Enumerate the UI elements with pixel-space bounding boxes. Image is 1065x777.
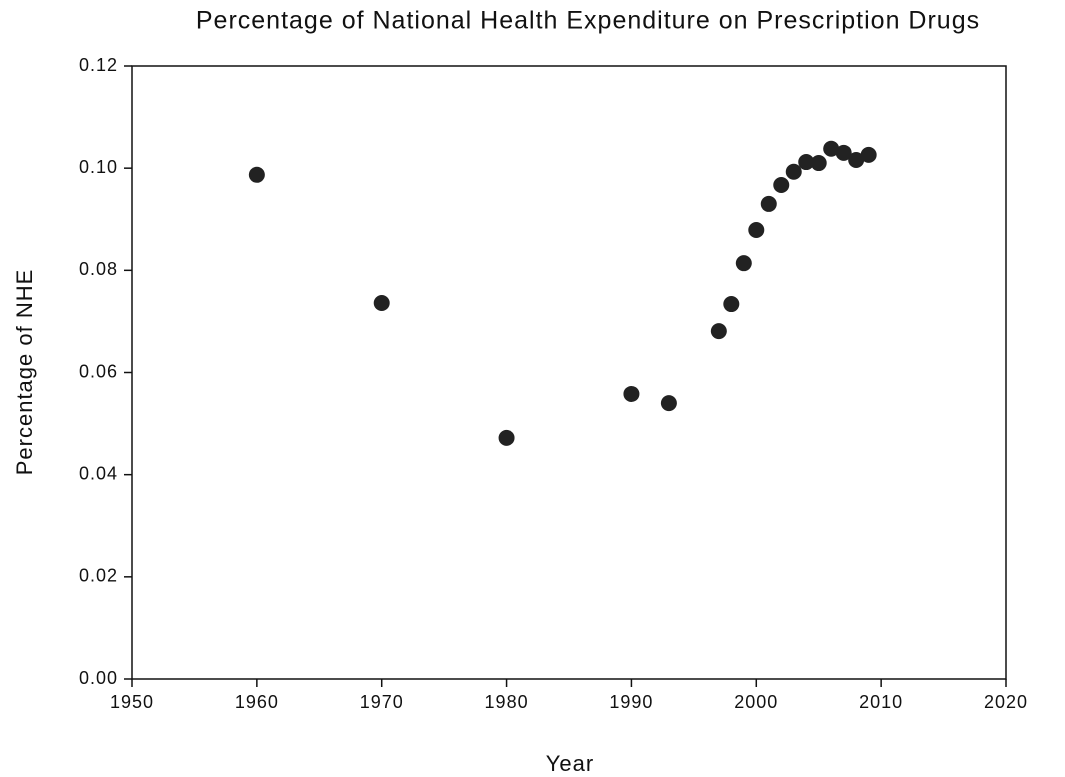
point — [835, 144, 852, 161]
y-axis-label: Percentage of NHE — [12, 269, 37, 476]
point — [810, 155, 827, 172]
point — [498, 429, 515, 446]
x-tick-label: 1950 — [110, 692, 154, 712]
point — [760, 195, 777, 212]
point — [723, 296, 740, 313]
x-tick-label: 1990 — [609, 692, 653, 712]
point — [248, 166, 265, 183]
point — [860, 146, 877, 163]
point — [373, 295, 390, 312]
point — [748, 221, 765, 238]
y-tick-label: 0.06 — [79, 361, 118, 381]
x-tick-label: 2010 — [859, 692, 903, 712]
x-tick-label: 1960 — [235, 692, 279, 712]
point — [660, 395, 677, 412]
x-tick-label: 1970 — [360, 692, 404, 712]
point — [773, 177, 790, 194]
y-tick-label: 0.08 — [79, 259, 118, 279]
x-tick-label: 2000 — [734, 692, 778, 712]
chart-title: Percentage of National Health Expenditur… — [196, 7, 980, 35]
x-tick-label: 2020 — [984, 692, 1028, 712]
y-tick-label: 0.10 — [79, 157, 118, 177]
y-tick-label: 0.12 — [79, 55, 118, 75]
point — [785, 163, 802, 180]
x-axis-label: Year — [546, 751, 594, 776]
y-tick-label: 0.04 — [79, 463, 118, 483]
point — [848, 151, 865, 168]
y-tick-label: 0.00 — [79, 668, 118, 688]
point — [710, 323, 727, 340]
point — [735, 255, 752, 272]
point — [823, 140, 840, 157]
point — [623, 385, 640, 402]
y-tick-label: 0.02 — [79, 566, 118, 586]
point — [798, 154, 815, 171]
x-tick-label: 1980 — [485, 692, 529, 712]
